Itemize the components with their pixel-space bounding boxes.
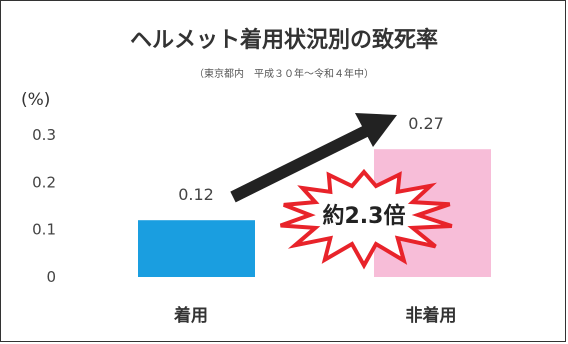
y-axis: 0 0.1 0.2 0.3	[32, 126, 56, 286]
y-tick-label: 0.2	[32, 173, 56, 191]
data-label: 0.27	[408, 114, 444, 133]
y-axis-unit: (%)	[21, 90, 50, 110]
category-label: 非着用	[406, 305, 457, 326]
chart-subtitle: （東京都内 平成３０年～令和４年中）	[194, 67, 374, 80]
arrow-head	[355, 113, 397, 147]
annotation-burst: 約2.3倍	[279, 168, 453, 270]
y-tick-label: 0	[46, 268, 56, 286]
arrow-shaft	[230, 125, 369, 203]
bar-wearing	[138, 220, 255, 277]
category-labels: 着用 非着用	[173, 305, 457, 326]
y-tick-label: 0.1	[32, 221, 56, 239]
chart-title: ヘルメット着用状況別の致死率	[130, 27, 438, 53]
annotation-text: 約2.3倍	[323, 203, 406, 229]
increase-arrow	[230, 113, 397, 203]
burst-shape	[279, 168, 453, 270]
y-tick-label: 0.3	[32, 126, 56, 144]
data-label: 0.12	[178, 185, 214, 204]
data-labels: 0.12 0.27	[178, 114, 444, 204]
category-label: 着用	[173, 305, 208, 326]
